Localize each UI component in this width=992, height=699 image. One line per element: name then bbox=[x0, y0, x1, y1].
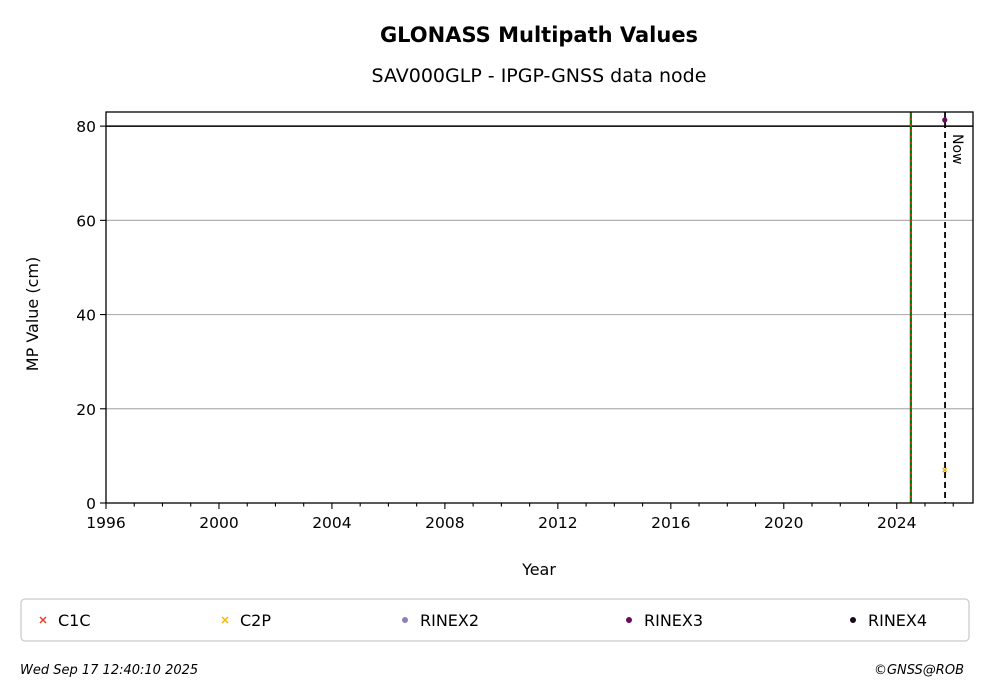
legend: C1C C2P RINEX2 RINEX3 RINEX4 bbox=[39, 611, 927, 630]
x-tick-label-2016: 2016 bbox=[651, 514, 690, 532]
x-tick-label-1996: 1996 bbox=[86, 514, 125, 532]
x-tick-label-2004: 2004 bbox=[312, 514, 351, 532]
legend-label: RINEX4 bbox=[868, 611, 927, 630]
y-tick-label-40: 40 bbox=[76, 307, 96, 325]
x-axis-ticks: 1996 2000 2004 2008 2012 2016 2020 2024 bbox=[86, 503, 954, 532]
legend-marker bbox=[626, 617, 632, 623]
legend-item-C1C: C1C bbox=[39, 611, 91, 630]
grid-lines bbox=[106, 125, 973, 410]
x-tick-label-2008: 2008 bbox=[425, 514, 464, 532]
legend-marker bbox=[850, 617, 856, 623]
plot-frame bbox=[105, 111, 974, 504]
legend-item-RINEX4: RINEX4 bbox=[850, 611, 927, 630]
now-label: Now bbox=[949, 134, 965, 165]
legend-item-RINEX3: RINEX3 bbox=[626, 611, 703, 630]
y-tick-label-60: 60 bbox=[76, 212, 96, 230]
chart-title: GLONASS Multipath Values bbox=[380, 23, 698, 47]
vertical-markers: Now bbox=[909, 112, 965, 503]
x-tick-label-2024: 2024 bbox=[877, 514, 916, 532]
y-axis-ticks: 0 20 40 60 80 bbox=[76, 118, 106, 513]
legend-label: RINEX3 bbox=[644, 611, 703, 630]
legend-label: C2P bbox=[240, 611, 271, 630]
footer-timestamp: Wed Sep 17 12:40:10 2025 bbox=[20, 663, 198, 678]
point-C2P-0 bbox=[942, 467, 948, 473]
legend-item-C2P: C2P bbox=[221, 611, 271, 630]
y-axis-label: MP Value (cm) bbox=[23, 257, 42, 371]
x-tick-label-2000: 2000 bbox=[199, 514, 238, 532]
data-points bbox=[942, 117, 948, 473]
legend-label: C1C bbox=[58, 611, 91, 630]
x-axis-label: Year bbox=[521, 560, 556, 579]
x-tick-label-2012: 2012 bbox=[538, 514, 577, 532]
y-tick-label-20: 20 bbox=[76, 401, 96, 419]
legend-box bbox=[20, 598, 970, 642]
x-tick-label-2020: 2020 bbox=[764, 514, 803, 532]
y-tick-label-0: 0 bbox=[86, 495, 96, 513]
legend-marker bbox=[402, 617, 408, 623]
legend-item-RINEX2: RINEX2 bbox=[402, 611, 479, 630]
legend-label: RINEX2 bbox=[420, 611, 479, 630]
footer-copyright: ©GNSS@ROB bbox=[874, 663, 964, 678]
chart-subtitle: SAV000GLP - IPGP-GNSS data node bbox=[372, 65, 707, 87]
y-tick-label-80: 80 bbox=[76, 118, 96, 136]
point-RINEX3-0 bbox=[942, 117, 948, 123]
